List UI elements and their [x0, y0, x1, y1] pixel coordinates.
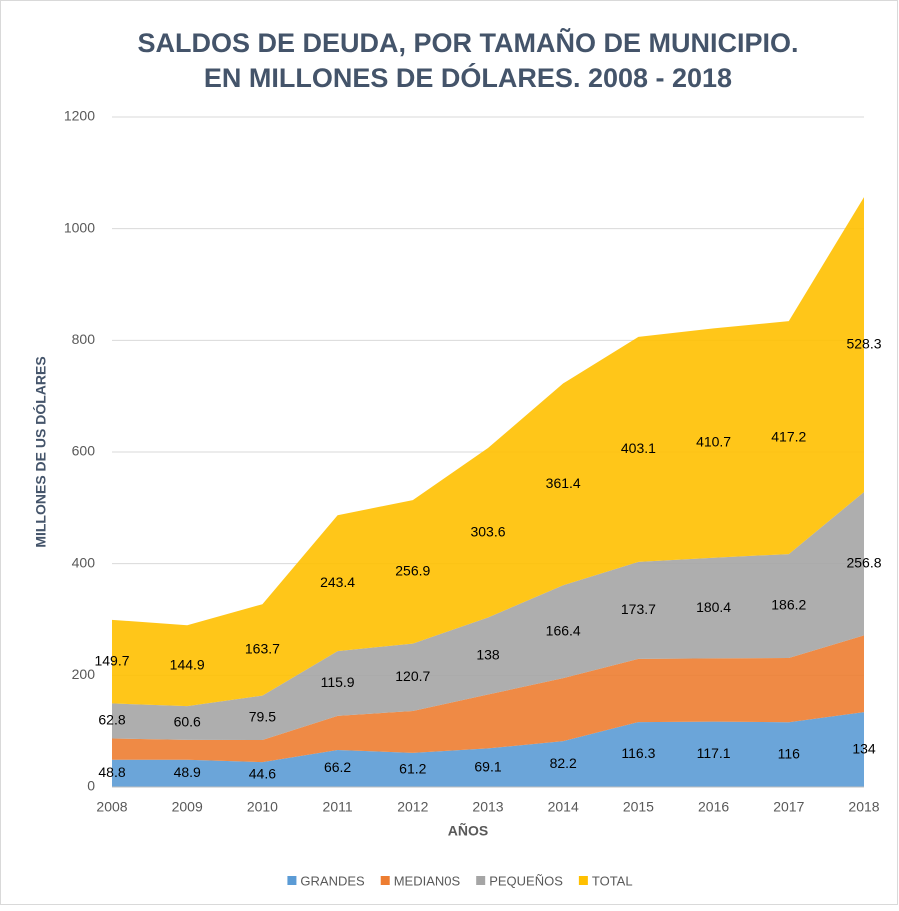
- area: [112, 492, 864, 740]
- data-label: 361.4: [546, 475, 581, 491]
- area: [112, 197, 864, 707]
- data-label: 417.2: [771, 428, 806, 444]
- y-tick-label: 400: [72, 554, 96, 570]
- data-label: 60.6: [174, 714, 201, 730]
- y-tick-label: 200: [72, 666, 96, 682]
- x-tick-label: 2012: [397, 799, 428, 815]
- legend-swatch: [287, 876, 297, 885]
- data-label: 163.7: [245, 641, 280, 657]
- data-label: 528.3: [846, 335, 881, 351]
- x-tick-label: 2015: [623, 799, 654, 815]
- area: [112, 635, 864, 763]
- legend-swatch: [578, 876, 588, 885]
- y-axis-label: MILLONES DE US DÓLARES: [32, 356, 49, 547]
- data-label: 66.2: [324, 759, 351, 775]
- y-tick-label: 1000: [64, 219, 95, 235]
- data-label: 116.3: [621, 745, 655, 761]
- data-label: 180.4: [696, 599, 731, 615]
- data-label: 186.2: [771, 597, 806, 613]
- data-label: 166.4: [546, 622, 581, 638]
- data-label: 120.7: [395, 668, 430, 684]
- x-tick-label: 2013: [472, 799, 503, 815]
- legend-label: MEDIAN0S: [394, 873, 461, 888]
- data-label: 134: [852, 740, 876, 756]
- x-tick-label: 2010: [247, 799, 278, 815]
- x-tick-label: 2009: [172, 799, 203, 815]
- y-tick-label: 800: [72, 331, 96, 347]
- legend-label: GRANDES: [300, 873, 365, 888]
- x-tick-label: 2018: [848, 799, 879, 815]
- data-label: 115.9: [321, 674, 355, 690]
- y-tick-label: 0: [87, 778, 95, 794]
- data-label: 144.9: [170, 656, 205, 672]
- data-label: 117.1: [697, 745, 731, 761]
- x-tick-label: 2011: [323, 799, 353, 815]
- data-label: 116: [778, 745, 801, 761]
- data-label: 256.8: [846, 554, 881, 570]
- data-label: 173.7: [621, 601, 656, 617]
- data-label: 403.1: [621, 440, 656, 456]
- data-label: 243.4: [320, 574, 355, 590]
- x-tick-label: 2016: [698, 799, 729, 815]
- chart-title: SALDOS DE DEUDA, POR TAMAÑO DE MUNICIPIO…: [137, 27, 798, 58]
- data-label: 138: [476, 647, 500, 663]
- data-label: 303.6: [470, 523, 505, 539]
- legend-label: TOTAL: [592, 873, 633, 888]
- data-label: 61.2: [399, 761, 426, 777]
- data-label: 256.9: [395, 563, 430, 579]
- data-label: 44.6: [249, 765, 276, 781]
- data-label: 82.2: [550, 755, 577, 771]
- data-label: 149.7: [94, 652, 129, 668]
- x-tick-label: 2008: [96, 799, 127, 815]
- data-label: 79.5: [249, 708, 276, 724]
- data-label: 48.9: [174, 764, 201, 780]
- x-tick-label: 2017: [773, 799, 804, 815]
- legend-swatch: [476, 876, 486, 885]
- x-tick-label: 2014: [548, 799, 579, 815]
- y-tick-label: 1200: [64, 108, 95, 124]
- area: [112, 712, 864, 787]
- data-label: 62.8: [98, 712, 125, 728]
- legend-label: PEQUEÑOS: [489, 873, 563, 888]
- legend: GRANDES MEDIAN0S PEQUEÑOS TOTAL: [287, 873, 633, 888]
- legend-swatch: [380, 876, 390, 885]
- x-axis-label: AÑOS: [448, 822, 488, 839]
- data-label: 69.1: [474, 758, 501, 774]
- data-label: 48.8: [98, 764, 125, 780]
- data-label: 410.7: [696, 434, 731, 450]
- y-tick-label: 600: [72, 443, 96, 459]
- chart-title: EN MILLONES DE DÓLARES. 2008 - 2018: [204, 62, 732, 93]
